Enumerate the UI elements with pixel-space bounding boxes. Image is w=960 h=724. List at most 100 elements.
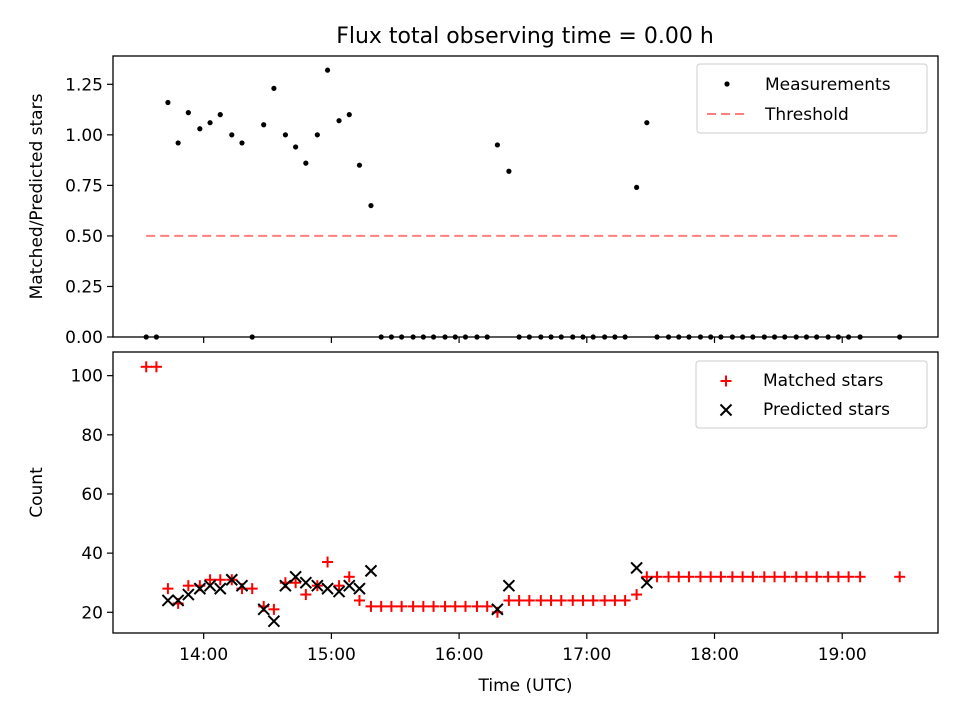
matched-star-point: [214, 574, 226, 586]
figure-title: Flux total observing time = 0.00 h: [336, 24, 714, 49]
predicted-star-point: [630, 561, 643, 575]
matched-star-point: [182, 580, 194, 592]
matched-star-point: [619, 594, 631, 606]
measurement-point-shape: [644, 120, 650, 126]
matched-star-point: [396, 600, 408, 612]
legend: Matched stars Predicted stars: [695, 360, 928, 429]
measurement-point: [324, 67, 331, 73]
predicted-star-point-b: [257, 603, 270, 616]
measurement-point: [197, 126, 203, 132]
matched-star-point: [811, 571, 823, 583]
measurement-point-shape: [185, 110, 191, 116]
matched-star-point: [439, 600, 451, 612]
predicted-star-point: [257, 603, 270, 616]
matched-star-point: [641, 571, 653, 583]
matched-star-point: [428, 600, 440, 612]
matched-star-point: [822, 571, 834, 583]
legend: Measurements Threshold: [696, 63, 928, 134]
matched-star-point: [715, 571, 727, 583]
x-tick-label: 19:00: [818, 645, 867, 665]
matched-star-point: [545, 594, 557, 606]
legend-box: [696, 63, 928, 134]
matched-star-point: [854, 571, 866, 583]
measurement-point-shape: [261, 122, 267, 128]
matched-star-point: [503, 594, 515, 606]
predicted-star-point-b: [214, 582, 227, 595]
matched-star-point: [246, 583, 258, 595]
matched-star-point: [385, 600, 397, 612]
y-axis-label: Count: [27, 467, 47, 518]
predicted-star-point: [235, 579, 249, 592]
legend-label-matched: Matched stars: [763, 371, 883, 391]
predicted-star-point: [491, 603, 504, 616]
predicted-star-point-b: [161, 594, 175, 607]
measurement-point-shape: [239, 140, 245, 146]
measurement-point-shape: [368, 202, 374, 209]
matched-star-point: [555, 594, 567, 606]
count-panel: 20 40 60 80 100 14:00 15:00 16:00 17:00 18:00 19:0…: [27, 351, 939, 696]
measurement-point-shape: [282, 132, 289, 138]
x-tick-label: 17:00: [562, 645, 611, 665]
matched-star-point: [758, 571, 770, 583]
y-tick-label: 100: [71, 367, 103, 387]
predicted-star-point-b: [630, 561, 643, 575]
predicted-star-point-b: [343, 579, 356, 592]
x-tick-label: 16:00: [435, 645, 484, 665]
matched-star-point: [737, 571, 749, 583]
predicted-star-point: [299, 576, 313, 589]
matched-star-point: [832, 571, 844, 583]
matched-star-point: [300, 589, 312, 601]
measurement-point: [644, 120, 650, 126]
matched-star-point: [140, 361, 152, 373]
legend-label-threshold: Threshold: [764, 105, 849, 125]
matched-star-point: [407, 600, 419, 612]
matched-star-point: [587, 594, 599, 606]
matched-star-point: [481, 600, 493, 612]
predicted-star-point: [161, 594, 175, 607]
y-tick-label: 80: [81, 426, 103, 446]
predicted-star-point: [321, 582, 334, 595]
measurement-point-shape: [346, 112, 352, 118]
matched-star-point: [162, 583, 174, 595]
matched-star-point: [747, 571, 759, 583]
predicted-star-point: [193, 582, 207, 595]
measurement-point-shape: [197, 126, 203, 132]
measurement-point-shape: [165, 99, 171, 106]
matched-star-point: [663, 571, 675, 583]
legend-box: [695, 360, 928, 429]
measurement-point-shape: [634, 184, 640, 191]
predicted-star-point: [332, 585, 346, 598]
predicted-star-point: [225, 573, 238, 586]
matched-star-point: [449, 600, 461, 612]
matched-star-point: [535, 594, 547, 606]
measurement-point: [336, 118, 342, 124]
measurement-point-shape: [314, 132, 320, 138]
measurement-point-shape: [293, 144, 299, 150]
matched-star-point: [417, 600, 429, 612]
predicted-star-point-b: [203, 579, 217, 592]
legend-marker-matched: [720, 375, 732, 387]
predicted-star-point-b: [299, 576, 313, 589]
measurement-point-shape: [229, 132, 235, 138]
measurement-point: [229, 132, 235, 138]
matched-star-point: [365, 600, 377, 612]
predicted-star-point-b: [225, 573, 238, 586]
measurement-point: [368, 202, 374, 209]
predicted-star-point: [267, 614, 281, 628]
measurement-point-shape: [336, 118, 342, 124]
y-tick-label: 0.50: [65, 227, 103, 247]
matched-star-point: [459, 600, 471, 612]
matched-star-point: [567, 594, 579, 606]
measurement-point: [239, 140, 245, 146]
matched-star-point: [513, 594, 525, 606]
matched-star-point: [599, 594, 611, 606]
measurement-point: [303, 160, 309, 166]
y-tick-label: 0.25: [65, 277, 103, 297]
y-tick-label: 40: [81, 544, 103, 564]
measurement-point-shape: [356, 162, 363, 168]
predicted-star-point-b: [267, 614, 281, 628]
measurement-point: [346, 112, 352, 118]
ratio-panel: 0.00 0.25 0.50 0.75 1.00 1.25 Matched/Predicte…: [27, 55, 939, 348]
measurement-point: [282, 132, 289, 138]
measurement-point: [293, 144, 299, 150]
